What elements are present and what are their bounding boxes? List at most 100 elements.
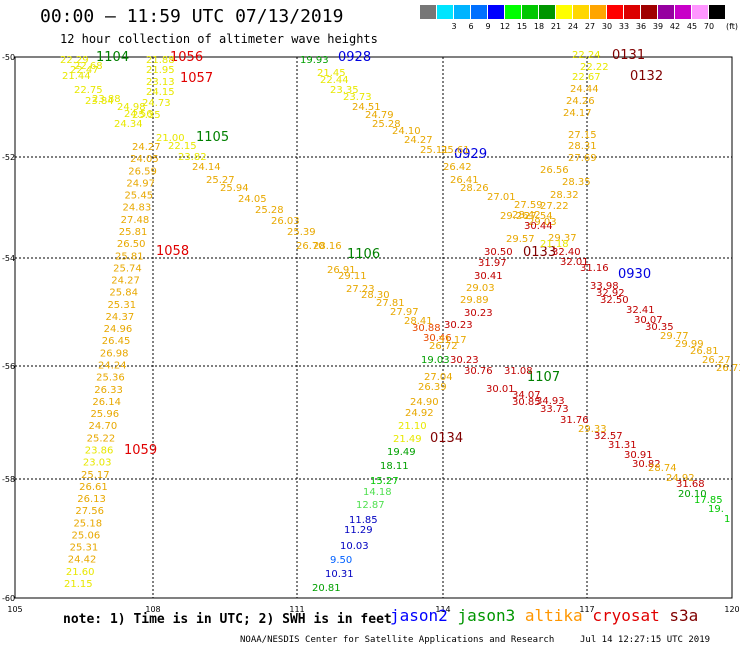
wave-height-value: 29.26 (500, 211, 529, 222)
satellite-altika: altika (524, 606, 593, 625)
wave-height-value: 25.06 (72, 530, 101, 541)
wave-height-value: 12.87 (356, 500, 385, 511)
wave-height-value: 26.56 (540, 165, 569, 176)
wave-height-value: 32.57 (594, 431, 623, 442)
legend-label: 36 (635, 22, 647, 31)
wave-height-value: 28.26 (460, 183, 489, 194)
wave-height-value: 30.07 (634, 315, 663, 326)
wave-height-value: 30.88 (412, 323, 441, 334)
wave-height-value: 30.82 (632, 459, 661, 470)
wave-height-value: 27.23 (346, 284, 375, 295)
wave-height-value: 24.44 (570, 84, 599, 95)
wave-height-value: 27.81 (376, 298, 405, 309)
wave-height-value: 22.22 (580, 62, 609, 73)
map-frame (14, 56, 733, 599)
wave-height-value: 30.23 (444, 320, 473, 331)
legend-label: 33 (618, 22, 630, 31)
legend-swatch (624, 5, 640, 19)
wave-height-value: 25.84 (109, 288, 138, 299)
wave-height-value: 18.11 (380, 461, 409, 472)
legend-swatch (607, 5, 623, 19)
wave-height-value: 27.01 (487, 192, 516, 203)
wave-height-value: 22.47 (70, 65, 99, 76)
wave-height-value: 24.27 (404, 135, 433, 146)
wave-height-value: 33.98 (590, 281, 619, 292)
legend-swatch (488, 5, 504, 19)
wave-height-value: 27.97 (390, 307, 419, 318)
wave-height-value: 24.24 (98, 361, 127, 372)
wave-height-value: 22.67 (572, 72, 601, 83)
pass-label: 1058 (156, 244, 189, 259)
legend-label: 45 (686, 22, 698, 31)
wave-height-value: 27.22 (540, 201, 569, 212)
wave-height-value: 21.60 (66, 567, 95, 578)
wave-height-value: 24.96 (104, 324, 133, 335)
wave-height-value: 21.18 (540, 239, 569, 250)
wave-height-value: 24.90 (410, 397, 439, 408)
wave-height-value: 30.50 (484, 247, 513, 258)
wave-height-value: 26.14 (92, 397, 121, 408)
wave-height-value: 24.42 (68, 555, 97, 566)
pass-label: 1059 (124, 443, 157, 458)
longitude-label: 114 (435, 605, 450, 614)
wave-height-value: 29.03 (466, 283, 495, 294)
wave-height-value: 29.89 (460, 295, 489, 306)
wave-height-value: 31.97 (478, 258, 507, 269)
wave-height-value: 19.03 (421, 355, 450, 366)
legend-label: 6 (468, 22, 474, 31)
wave-height-value: 23.82 (178, 152, 207, 163)
wave-height-value: 25.11 (420, 145, 449, 156)
wave-height-value: 24.14 (192, 162, 221, 173)
legend-label: 42 (669, 22, 681, 31)
legend-swatch (692, 5, 708, 19)
legend-label: 70 (703, 22, 715, 31)
wave-height-value: 24.83 (123, 203, 152, 214)
pass-label: 0928 (338, 50, 371, 65)
legend-swatch (556, 5, 572, 19)
wave-height-value: 24.98 (117, 102, 146, 113)
wave-height-value: 25.96 (90, 409, 119, 420)
wave-height-value: 31.08 (504, 366, 533, 377)
wave-height-value: 26.61 (79, 482, 108, 493)
wave-height-value: 29.37 (548, 233, 577, 244)
wave-height-value: 24.17 (563, 108, 592, 119)
generated-timestamp: Jul 14 12:27:15 UTC 2019 (580, 635, 711, 645)
wave-height-value: 25.31 (70, 543, 99, 554)
pass-label: 1106 (347, 247, 380, 262)
wave-height-value: 28.31 (568, 141, 597, 152)
wave-height-value: 24.97 (126, 178, 155, 189)
wave-height-value: 15.27 (370, 476, 399, 487)
latitude-label: -50 (2, 53, 15, 62)
satellite-cryosat: cryosat (592, 606, 670, 625)
wave-height-value: 30.76 (464, 366, 493, 377)
wave-height-value: 11.85 (349, 515, 378, 526)
latitude-label: -54 (2, 254, 15, 263)
wave-height-value: 26.39 (418, 382, 447, 393)
pass-label: 0930 (618, 267, 651, 282)
wave-height-value: 24.05 (130, 154, 159, 165)
longitude-label: 108 (145, 605, 160, 614)
wave-height-value: 22.68 (74, 61, 103, 72)
wave-height-value: 30.46 (423, 333, 452, 344)
wave-height-value: 20.10 (678, 489, 707, 500)
wave-height-value: 24.56 (124, 109, 153, 120)
wave-height-value: 23.84 (85, 96, 114, 107)
footnote: note: 1) Time is in UTC; 2) SWH is in fe… (63, 612, 392, 627)
wave-height-value: 29.33 (578, 424, 607, 435)
wave-height-value: 28.41 (404, 316, 433, 327)
latitude-label: -56 (2, 362, 15, 371)
map-title: 00:00 – 11:59 UTC 07/13/2019 (40, 6, 344, 27)
wave-height-value: 28.32 (550, 190, 579, 201)
wave-height-value: 27.04 (424, 372, 453, 383)
legend-swatch (420, 5, 436, 19)
wave-height-value: 9.50 (330, 555, 352, 566)
wave-height-value: 32.50 (600, 295, 629, 306)
wave-height-value: 25.81 (115, 251, 144, 262)
wave-height-value: 25.81 (119, 227, 148, 238)
wave-height-value: 24.70 (89, 421, 118, 432)
wave-height-value: 33.73 (540, 404, 569, 415)
wave-height-value: 24.92 (666, 473, 695, 484)
wave-height-value: 1 (724, 514, 730, 525)
longitude-label: 120 (724, 605, 739, 614)
wave-height-value: 22.15 (168, 141, 197, 152)
